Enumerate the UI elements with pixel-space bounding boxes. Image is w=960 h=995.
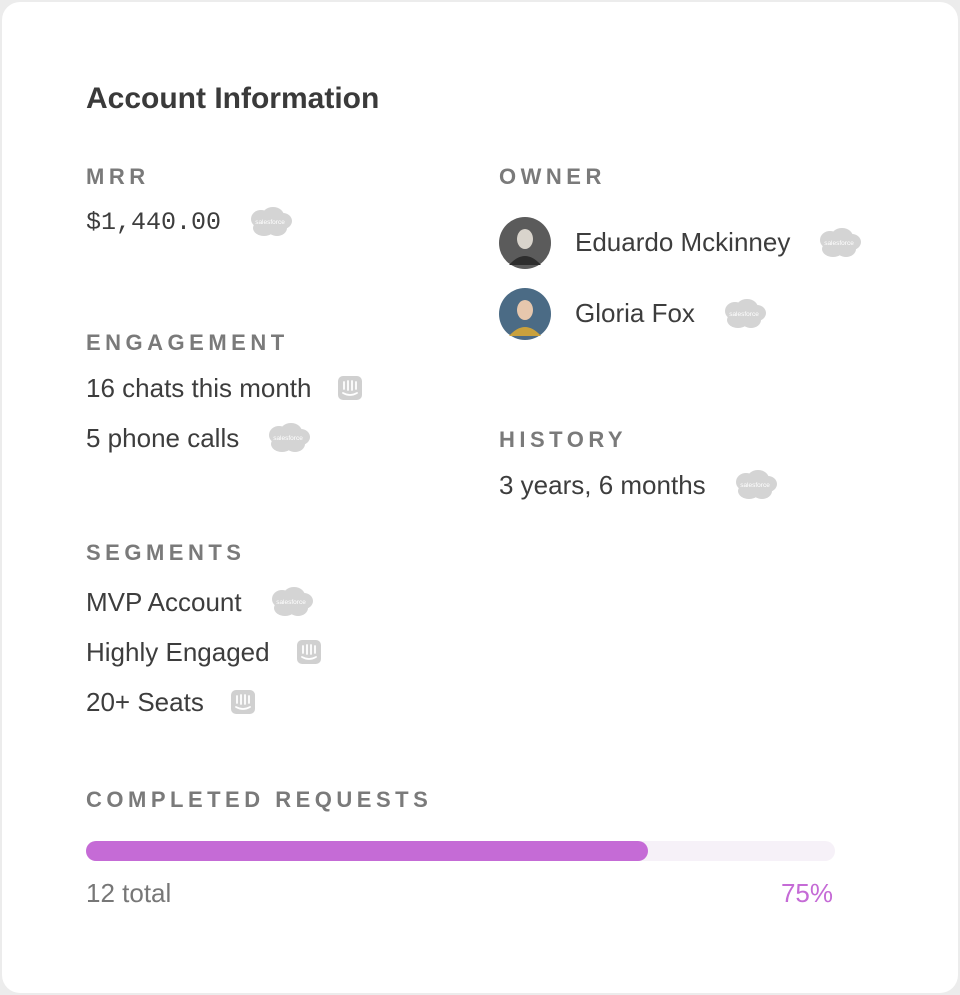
owner-row: Gloria Fox salesforce xyxy=(499,278,862,349)
salesforce-badge: salesforce xyxy=(820,227,862,257)
progress-total: 12 total xyxy=(86,878,172,908)
mrr: $1,440.00 salesforce xyxy=(86,197,293,247)
intercom-badge xyxy=(296,640,321,664)
cloud-shape xyxy=(822,240,845,257)
salesforce-badge: salesforce xyxy=(269,423,311,452)
section-label: HISTORY xyxy=(499,427,628,452)
item-text: 20+ Seats xyxy=(86,686,204,717)
cloud-shape xyxy=(726,311,749,328)
intercom-badge xyxy=(338,376,363,400)
badge-text: salesforce xyxy=(729,311,759,318)
badge-text: salesforce xyxy=(825,240,855,247)
avatar xyxy=(499,287,551,340)
section-label: COMPLETED REQUESTS xyxy=(86,787,433,812)
history-list: 3 years, 6 months salesforce xyxy=(499,460,778,510)
icon-shape xyxy=(230,690,255,714)
title: Account Information xyxy=(86,82,380,115)
owner-row: Eduardo Mckinney salesforce xyxy=(499,207,862,278)
item-text: 16 chats this month xyxy=(86,372,312,403)
engagement-row: 5 phone calls salesforce xyxy=(86,413,363,463)
avatar xyxy=(499,216,551,269)
salesforce-badge: salesforce xyxy=(724,298,766,328)
owner-list: Eduardo Mckinney salesforce Gloria Fox sale… xyxy=(499,207,862,349)
item-text: 3 years, 6 months xyxy=(499,469,706,500)
history-row: 3 years, 6 months salesforce xyxy=(499,460,778,510)
segments-row: MVP Account salesforce xyxy=(86,577,322,627)
item-text: MVP Account xyxy=(86,586,242,617)
progress-fill xyxy=(86,841,648,861)
segments-row: Highly Engaged xyxy=(86,627,322,677)
avatar-face xyxy=(517,299,533,320)
avatar-body xyxy=(509,255,541,265)
badge-text: salesforce xyxy=(273,435,303,442)
segments-row: 20+ Seats xyxy=(86,677,322,727)
badge-text: salesforce xyxy=(255,219,285,226)
badge-text: salesforce xyxy=(740,482,770,489)
icon-shape xyxy=(338,376,363,400)
owner-name: Gloria Fox xyxy=(575,298,695,328)
avatar-body xyxy=(509,326,541,336)
section-label: OWNER xyxy=(499,164,606,189)
mrr-value: $1,440.00 xyxy=(86,207,222,237)
avatar-face xyxy=(517,228,533,249)
intercom-badge xyxy=(230,690,255,714)
item-text: 5 phone calls xyxy=(86,422,240,453)
engagement-row: 16 chats this month xyxy=(86,363,363,413)
section-label: SEGMENTS xyxy=(86,540,246,565)
badge-text: salesforce xyxy=(276,599,306,606)
icon-smile xyxy=(342,392,359,396)
mrr-row: $1,440.00 salesforce xyxy=(86,197,293,247)
section-label: ENGAGEMENT xyxy=(86,330,289,355)
owner-name: Eduardo Mckinney xyxy=(575,227,791,257)
cloud-shape xyxy=(273,600,296,616)
engagement-list: 16 chats this month 5 phone calls salesfor… xyxy=(86,363,363,463)
salesforce-badge: salesforce xyxy=(735,470,777,499)
salesforce-badge: salesforce xyxy=(271,587,313,616)
salesforce-badge: salesforce xyxy=(251,207,293,236)
icon-smile xyxy=(300,656,317,660)
progress-track xyxy=(86,841,835,861)
section-label: MRR xyxy=(86,164,150,189)
item-text: Highly Engaged xyxy=(86,636,270,667)
cloud-shape xyxy=(737,483,760,499)
progress-percent: 75% xyxy=(780,878,833,908)
icon-shape xyxy=(296,640,321,664)
icon-smile xyxy=(234,706,251,710)
cloud-shape xyxy=(271,436,294,452)
cloud-shape xyxy=(253,220,276,236)
segments-list: MVP Account salesforce Highly Engaged 20+ S… xyxy=(86,577,322,727)
